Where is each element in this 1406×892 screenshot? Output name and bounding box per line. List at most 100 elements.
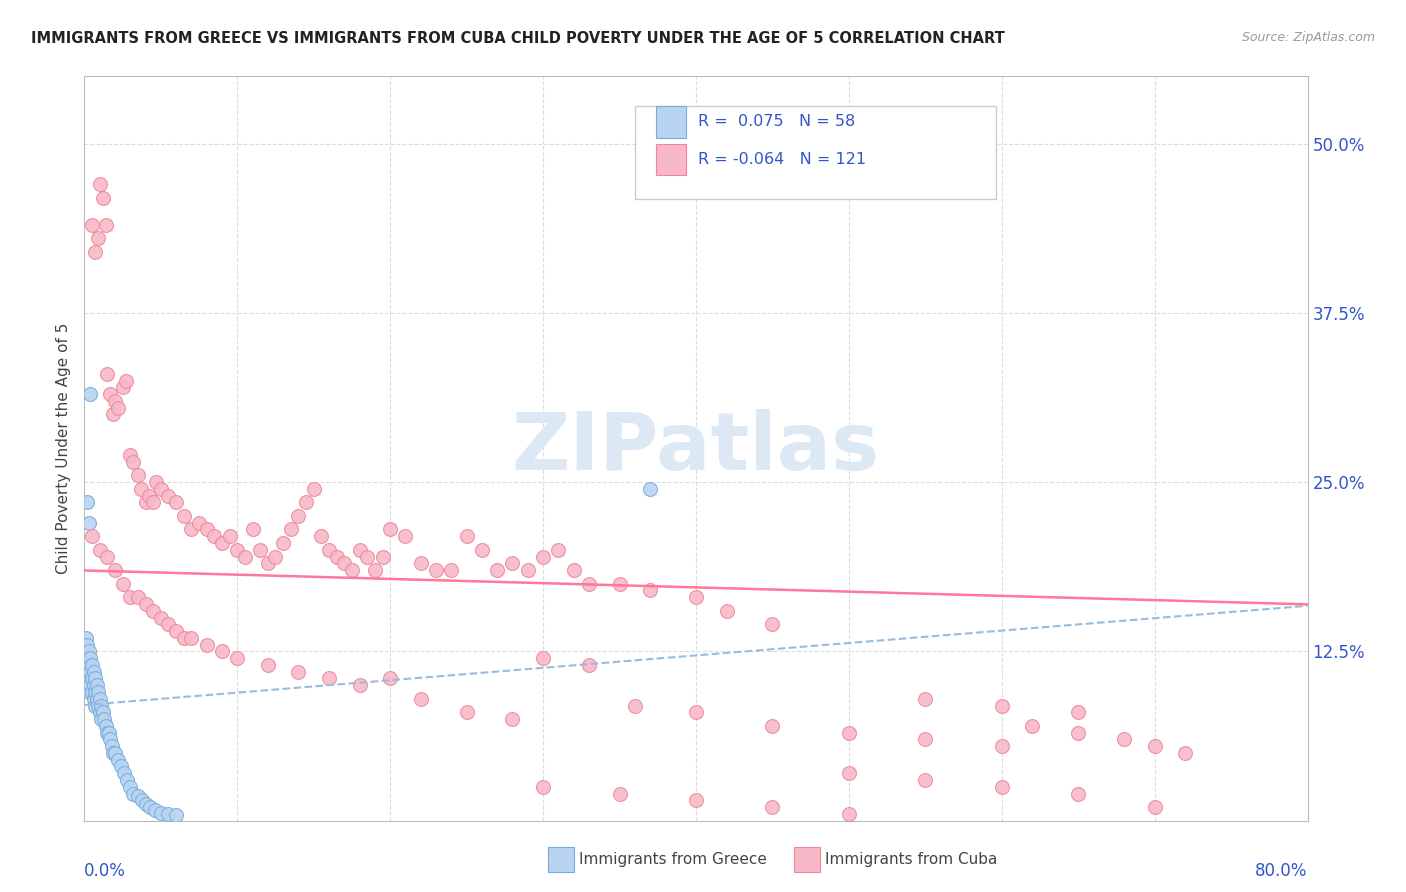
Point — [120, 780, 142, 794]
Point — [97, 725, 120, 739]
Point — [180, 523, 202, 537]
Text: ZIPatlas: ZIPatlas — [512, 409, 880, 487]
Text: Source: ZipAtlas.com: Source: ZipAtlas.com — [1241, 31, 1375, 45]
Point — [226, 651, 249, 665]
Point — [91, 706, 114, 720]
Point — [1143, 800, 1166, 814]
Point — [180, 631, 202, 645]
Point — [1143, 739, 1166, 753]
Point — [502, 712, 524, 726]
Point — [761, 800, 783, 814]
Point — [75, 631, 97, 645]
Point — [89, 691, 111, 706]
Point — [111, 576, 134, 591]
Point — [547, 542, 569, 557]
Point — [79, 387, 101, 401]
Point — [149, 805, 172, 820]
Point — [129, 482, 152, 496]
Point — [333, 557, 356, 571]
Point — [145, 475, 167, 489]
Point — [83, 678, 105, 692]
Point — [76, 665, 98, 679]
Point — [157, 806, 180, 821]
Point — [83, 665, 105, 679]
Point — [531, 780, 554, 794]
Point — [502, 557, 524, 571]
Point — [131, 793, 153, 807]
FancyBboxPatch shape — [655, 144, 686, 175]
Point — [84, 244, 107, 259]
Point — [302, 482, 325, 496]
Point — [264, 549, 287, 564]
Point — [98, 387, 121, 401]
Point — [110, 759, 132, 773]
Point — [104, 746, 127, 760]
Point — [914, 732, 936, 747]
Point — [578, 657, 600, 672]
Point — [318, 672, 340, 686]
Point — [98, 732, 121, 747]
Point — [157, 489, 180, 503]
Point — [114, 374, 136, 388]
Point — [211, 536, 233, 550]
FancyBboxPatch shape — [636, 105, 995, 199]
Point — [211, 644, 233, 658]
Point — [242, 523, 264, 537]
Point — [188, 516, 211, 530]
Point — [318, 542, 340, 557]
Point — [287, 508, 309, 523]
Point — [122, 787, 145, 801]
Text: Immigrants from Cuba: Immigrants from Cuba — [825, 853, 998, 867]
Point — [96, 725, 118, 739]
Point — [87, 698, 110, 713]
Point — [112, 766, 135, 780]
Point — [77, 672, 100, 686]
Point — [89, 706, 111, 720]
Point — [104, 563, 127, 577]
Point — [1174, 746, 1197, 760]
Point — [80, 218, 103, 232]
Point — [624, 698, 647, 713]
Point — [364, 563, 387, 577]
Point — [991, 739, 1014, 753]
Point — [195, 638, 218, 652]
Point — [531, 549, 554, 564]
Point — [471, 542, 494, 557]
Point — [107, 753, 129, 767]
Point — [349, 542, 371, 557]
Point — [531, 651, 554, 665]
Point — [295, 495, 318, 509]
Point — [143, 803, 166, 817]
Point — [80, 672, 103, 686]
Point — [115, 772, 138, 787]
Text: R = -0.064   N = 121: R = -0.064 N = 121 — [699, 152, 866, 167]
Point — [90, 698, 112, 713]
Point — [371, 549, 394, 564]
Point — [87, 231, 110, 245]
Point — [89, 177, 111, 191]
Point — [409, 557, 432, 571]
Point — [93, 712, 115, 726]
Point — [90, 712, 112, 726]
Point — [127, 789, 149, 804]
Point — [80, 529, 103, 543]
Point — [96, 367, 118, 381]
Point — [233, 549, 256, 564]
Point — [142, 604, 165, 618]
Point — [94, 218, 117, 232]
Text: Immigrants from Greece: Immigrants from Greece — [579, 853, 768, 867]
Point — [356, 549, 378, 564]
Point — [914, 691, 936, 706]
Point — [165, 495, 187, 509]
Point — [135, 495, 157, 509]
Point — [685, 793, 707, 807]
Point — [142, 495, 165, 509]
Point — [838, 766, 860, 780]
Point — [111, 380, 134, 394]
Point — [120, 591, 142, 605]
Point — [761, 617, 783, 632]
Point — [578, 576, 600, 591]
Text: 80.0%: 80.0% — [1256, 862, 1308, 880]
Point — [80, 685, 103, 699]
Point — [425, 563, 447, 577]
